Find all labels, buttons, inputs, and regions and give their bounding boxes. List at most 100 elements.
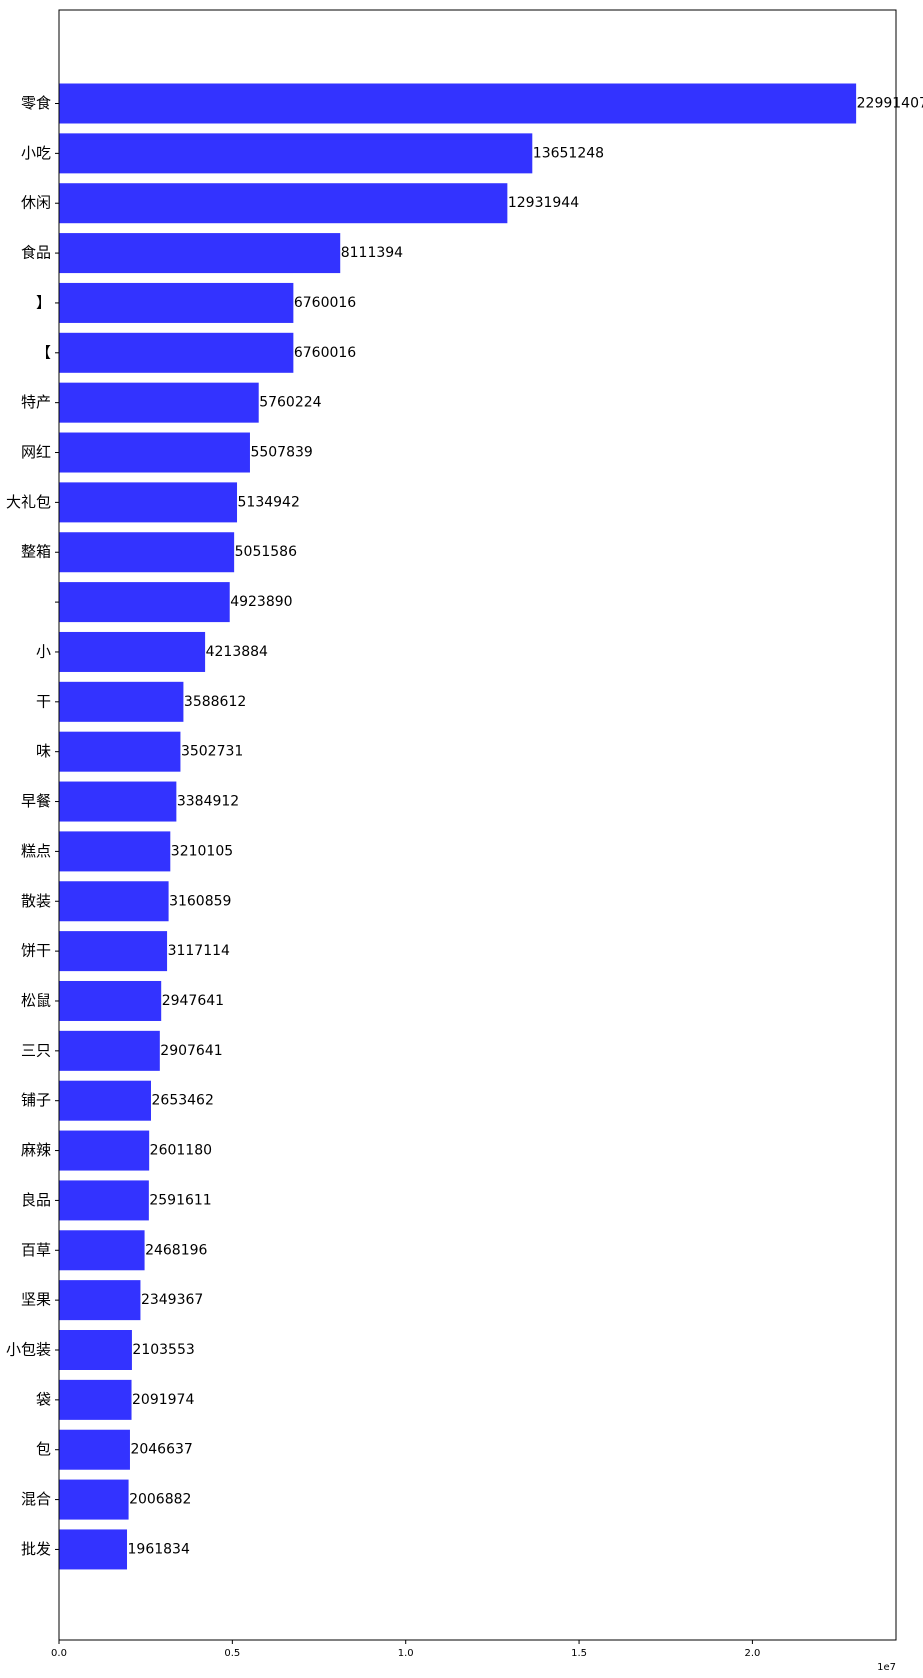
bar (59, 980, 162, 1021)
bars-layer (59, 83, 857, 1570)
bar-value-label: 2947641 (162, 993, 224, 1009)
bar-value-label: 8111394 (341, 245, 403, 261)
y-tick-label: 休闲 (21, 194, 51, 212)
bar (59, 1130, 150, 1171)
plot-frame (58, 9, 897, 1641)
y-tick-label: 味 (36, 742, 51, 760)
y-tick-label: 散装 (21, 892, 51, 910)
value-labels-layer: 22991407 13651248 12931944 8111394 6760016 67… (128, 96, 923, 1558)
y-tick-label: 干 (36, 692, 51, 710)
y-tick-label: 网红 (21, 443, 51, 461)
bar-value-label: 2907641 (160, 1043, 222, 1059)
y-tick-label: 麻辣 (21, 1141, 51, 1159)
bar-value-label: 2468196 (145, 1242, 207, 1258)
y-tick-label: 良品 (21, 1191, 51, 1209)
bar (59, 781, 177, 822)
x-tick-label: 1.5 (571, 1648, 587, 1659)
y-tick-label: 糕点 (21, 842, 51, 860)
bar (59, 1080, 151, 1121)
x-tick-label: 2.0 (744, 1648, 760, 1659)
bar (59, 1280, 141, 1321)
bar-value-label: 3160859 (169, 893, 231, 909)
bar (59, 183, 508, 224)
bar-value-label: 5507839 (250, 445, 312, 461)
y-tick-label: 松鼠 (21, 991, 51, 1009)
axis-offset-label: 1e7 (877, 1662, 896, 1673)
y-tick-label: 批发 (21, 1540, 51, 1558)
bar (59, 881, 169, 922)
bar-value-label: 12931944 (508, 195, 579, 211)
y-tick-label: 大礼包 (6, 493, 51, 511)
bar-value-label: 2091974 (132, 1392, 194, 1408)
y-tick-label: 整箱 (21, 543, 51, 561)
bar-value-label: 3588612 (184, 694, 246, 710)
x-tick-label: 0.0 (51, 1648, 67, 1659)
bar-value-label: 5760224 (259, 395, 321, 411)
bar (59, 831, 171, 872)
bar-value-label: 2349367 (141, 1292, 203, 1308)
bar (59, 133, 533, 174)
y-tick-label: 小吃 (21, 144, 51, 162)
bar-value-label: 2601180 (150, 1143, 212, 1159)
bar (59, 681, 184, 722)
bar (59, 582, 230, 623)
bar-value-label: 3117114 (168, 943, 230, 959)
bar-value-label: 3210105 (171, 843, 233, 859)
y-tick-label: 百草 (21, 1241, 51, 1259)
bar (59, 532, 235, 573)
bar (59, 233, 341, 274)
bar (59, 382, 259, 423)
bar (59, 1180, 149, 1221)
bar (59, 1330, 132, 1370)
bar (59, 1379, 132, 1420)
bar (59, 332, 294, 373)
y-tick-label: 特产 (21, 393, 51, 411)
bar-value-label: 22991407 (857, 96, 923, 112)
bar-value-label: 3502731 (181, 744, 243, 760)
bar (59, 1529, 128, 1570)
y-tick-label: 铺子 (21, 1091, 51, 1109)
bar-value-label: 2653462 (152, 1093, 214, 1109)
bar-value-label: 4923890 (230, 594, 292, 610)
y-tick-label: 坚果 (21, 1291, 51, 1309)
bar (59, 731, 181, 772)
bar-value-label: 2046637 (130, 1442, 192, 1458)
x-tick-label: 0.5 (224, 1648, 240, 1659)
bar-value-label: 2103553 (132, 1342, 194, 1358)
y-tick-label: 三只 (21, 1041, 51, 1059)
bar (59, 282, 294, 323)
bar (59, 482, 238, 523)
y-tick-label: 早餐 (21, 792, 51, 810)
y-tick-label: 】 (36, 293, 51, 311)
y-tick-label: 混合 (21, 1490, 51, 1508)
x-axis: 0.0 0.5 1.0 1.5 2.0 (51, 1640, 760, 1659)
bar (59, 931, 168, 972)
bar-value-label: 5051586 (235, 544, 297, 560)
bar-value-label: 6760016 (294, 345, 356, 361)
y-axis: 零食小吃休闲食品】【特产网红大礼包整箱小干味早餐糕点散装饼干松鼠三只铺子麻辣良品… (6, 94, 59, 1558)
bar (59, 1030, 160, 1071)
bar-value-label: 1961834 (128, 1541, 190, 1557)
y-tick-label: 食品 (21, 244, 51, 262)
bar-value-label: 13651248 (533, 145, 604, 161)
bar (59, 432, 250, 473)
bar (59, 1479, 129, 1520)
bar (59, 83, 857, 124)
bar-value-label: 5134942 (238, 494, 300, 510)
y-tick-label: 袋 (36, 1390, 51, 1408)
y-tick-label: 小包装 (6, 1341, 51, 1359)
y-tick-label: 包 (36, 1440, 51, 1458)
bar (59, 1230, 145, 1271)
y-tick-label: 【 (36, 343, 51, 361)
bar-value-label: 3384912 (177, 794, 239, 810)
bar-value-label: 2006882 (129, 1492, 191, 1508)
bar-value-label: 2591611 (149, 1192, 211, 1208)
y-tick-label: 零食 (21, 94, 51, 112)
y-tick-label: 小 (36, 642, 51, 660)
bar-value-label: 6760016 (294, 295, 356, 311)
bar (59, 631, 206, 672)
bar (59, 1429, 130, 1470)
bar-value-label: 4213884 (206, 644, 268, 660)
